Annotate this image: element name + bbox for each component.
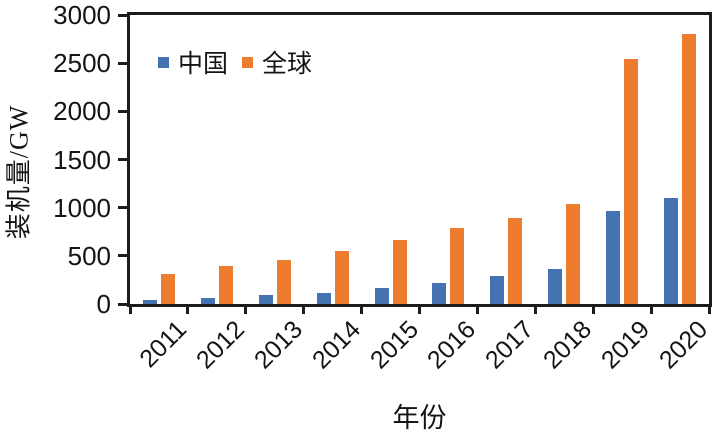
x-tick-label-2011: 2011 [134, 315, 193, 374]
y-tick-label: 0 [96, 289, 111, 319]
x-tick-label-2019: 2019 [596, 315, 656, 375]
x-tick-label-2017: 2017 [480, 315, 540, 375]
bar-全球-2019 [624, 59, 639, 304]
x-axis-tick [302, 306, 306, 314]
bar-全球-2012 [218, 266, 233, 304]
x-tick-label-2013: 2013 [248, 315, 308, 375]
bar-中国-2017 [490, 275, 505, 304]
bar-全球-2018 [566, 203, 581, 304]
x-axis-tick [649, 306, 653, 314]
legend-item-global: 全球 [242, 44, 312, 80]
x-axis-tick [591, 306, 595, 314]
y-axis-tick [118, 254, 127, 258]
bar-中国-2014 [316, 292, 331, 304]
y-tick-label: 1000 [53, 192, 111, 223]
y-axis-tick [118, 13, 127, 17]
x-axis-tick [475, 306, 479, 314]
y-tick-label: 1500 [53, 144, 111, 175]
bar-中国-2012 [200, 298, 215, 304]
bar-中国-2020 [664, 198, 679, 304]
x-axis-tick [128, 306, 132, 314]
bar-中国-2016 [432, 282, 447, 304]
bar-全球-2013 [276, 260, 291, 304]
x-axis-tick [707, 306, 711, 314]
legend-item-china: 中国 [158, 44, 228, 80]
x-tick-label-2020: 2020 [654, 315, 714, 375]
x-tick-label-2014: 2014 [306, 315, 366, 375]
x-tick-label-2018: 2018 [538, 315, 598, 375]
y-axis-tick [118, 61, 127, 65]
y-axis-tick [118, 158, 127, 161]
bar-中国-2015 [374, 287, 389, 304]
bar-中国-2011 [142, 299, 157, 304]
legend-label-global: 全球 [262, 51, 313, 78]
x-axis-tick [186, 306, 190, 314]
legend-marker-china-icon [158, 56, 169, 68]
x-axis-tick [244, 306, 248, 314]
y-tick-label: 2500 [53, 48, 111, 79]
y-axis-tick [118, 109, 127, 113]
legend-marker-global-icon [242, 56, 254, 68]
x-axis-tick [533, 306, 537, 314]
bar-全球-2017 [508, 217, 523, 304]
legend-label-china: 中国 [178, 51, 229, 78]
y-tick-label: 2000 [53, 96, 111, 127]
bar-中国-2018 [548, 269, 563, 304]
bar-全球-2016 [450, 227, 465, 304]
y-axis-tick [118, 206, 127, 210]
bar-全球-2014 [334, 251, 349, 304]
y-tick-label: 3000 [53, 0, 111, 30]
legend: 中国 全球 [158, 44, 312, 80]
x-axis-tick [360, 306, 364, 314]
bar-全球-2020 [682, 34, 697, 304]
y-tick-label: 500 [67, 240, 111, 271]
bar-全球-2011 [160, 274, 175, 304]
bar-全球-2015 [392, 240, 407, 304]
x-axis-tick [418, 306, 421, 314]
x-axis-title: 年份 [392, 403, 447, 433]
bar-中国-2019 [606, 210, 621, 304]
bar-中国-2013 [258, 295, 273, 304]
x-tick-label-2012: 2012 [190, 315, 250, 375]
y-axis-tick [118, 302, 127, 306]
